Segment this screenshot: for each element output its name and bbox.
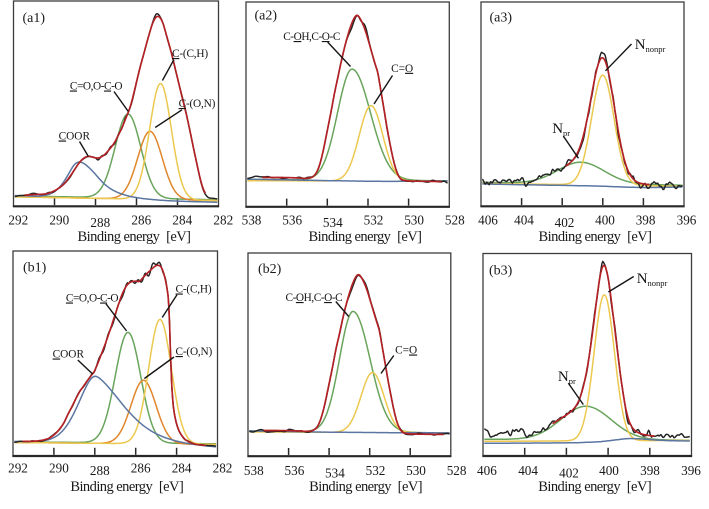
svg-text:406: 406 xyxy=(478,213,498,228)
svg-text:538: 538 xyxy=(242,213,262,228)
svg-text:532: 532 xyxy=(364,213,384,228)
svg-text:288: 288 xyxy=(90,215,110,230)
svg-text:(b2): (b2) xyxy=(258,262,282,277)
svg-text:C-OH,C-O-C: C-OH,C-O-C xyxy=(283,31,340,43)
svg-text:C-(C,H): C-(C,H) xyxy=(176,284,212,296)
svg-text:528: 528 xyxy=(447,463,467,478)
svg-text:Binding energy [eV]: Binding energy [eV] xyxy=(309,479,422,495)
svg-text:534: 534 xyxy=(325,466,345,481)
svg-text:534: 534 xyxy=(323,215,343,230)
svg-text:288: 288 xyxy=(90,463,110,478)
svg-text:(b1): (b1) xyxy=(23,261,47,276)
svg-text:C=O,O-C-O: C=O,O-C-O xyxy=(66,293,119,305)
svg-text:C-OH,C-O-C: C-OH,C-O-C xyxy=(286,292,343,304)
svg-text:Binding energy [eV]: Binding energy [eV] xyxy=(539,229,652,245)
svg-text:C-(C,H): C-(C,H) xyxy=(172,48,208,60)
svg-text:282: 282 xyxy=(213,213,233,228)
svg-text:C=O,O-C-O: C=O,O-C-O xyxy=(70,81,123,93)
svg-text:COOR: COOR xyxy=(59,131,91,143)
svg-text:290: 290 xyxy=(49,461,69,476)
svg-text:404: 404 xyxy=(518,463,538,478)
svg-text:Binding energy [eV]: Binding energy [eV] xyxy=(78,229,191,245)
svg-text:Binding energy [eV]: Binding energy [eV] xyxy=(70,479,183,495)
svg-text:C-(O,N): C-(O,N) xyxy=(176,346,213,358)
svg-text:536: 536 xyxy=(285,463,305,478)
svg-text:C=O: C=O xyxy=(391,63,413,75)
svg-text:(b3): (b3) xyxy=(489,264,513,279)
svg-text:Binding energy [eV]: Binding energy [eV] xyxy=(309,229,422,245)
svg-text:(a2): (a2) xyxy=(255,9,278,24)
svg-text:528: 528 xyxy=(445,213,465,228)
svg-text:284: 284 xyxy=(172,461,192,476)
svg-text:396: 396 xyxy=(681,463,701,478)
svg-text:286: 286 xyxy=(131,461,151,476)
svg-text:398: 398 xyxy=(636,213,656,228)
svg-text:400: 400 xyxy=(595,213,615,228)
svg-text:538: 538 xyxy=(244,463,264,478)
svg-text:(a3): (a3) xyxy=(490,11,513,26)
svg-text:400: 400 xyxy=(599,463,619,478)
svg-text:402: 402 xyxy=(559,466,579,481)
svg-text:532: 532 xyxy=(366,463,386,478)
svg-text:292: 292 xyxy=(8,213,28,228)
svg-text:406: 406 xyxy=(477,463,497,478)
svg-text:Binding energy [eV]: Binding energy [eV] xyxy=(538,479,651,495)
svg-text:C-(O,N): C-(O,N) xyxy=(179,98,216,110)
svg-text:290: 290 xyxy=(49,213,69,228)
svg-text:402: 402 xyxy=(555,215,575,230)
svg-text:396: 396 xyxy=(677,213,697,228)
svg-text:398: 398 xyxy=(640,463,660,478)
svg-text:292: 292 xyxy=(8,461,28,476)
svg-text:536: 536 xyxy=(282,213,302,228)
svg-text:COOR: COOR xyxy=(53,349,85,361)
svg-text:404: 404 xyxy=(514,213,534,228)
svg-text:C=O: C=O xyxy=(395,345,417,357)
svg-text:(a1): (a1) xyxy=(23,11,46,26)
svg-text:284: 284 xyxy=(172,213,192,228)
svg-text:530: 530 xyxy=(404,213,424,228)
svg-text:286: 286 xyxy=(131,213,151,228)
svg-text:282: 282 xyxy=(213,461,233,476)
svg-text:530: 530 xyxy=(406,463,426,478)
